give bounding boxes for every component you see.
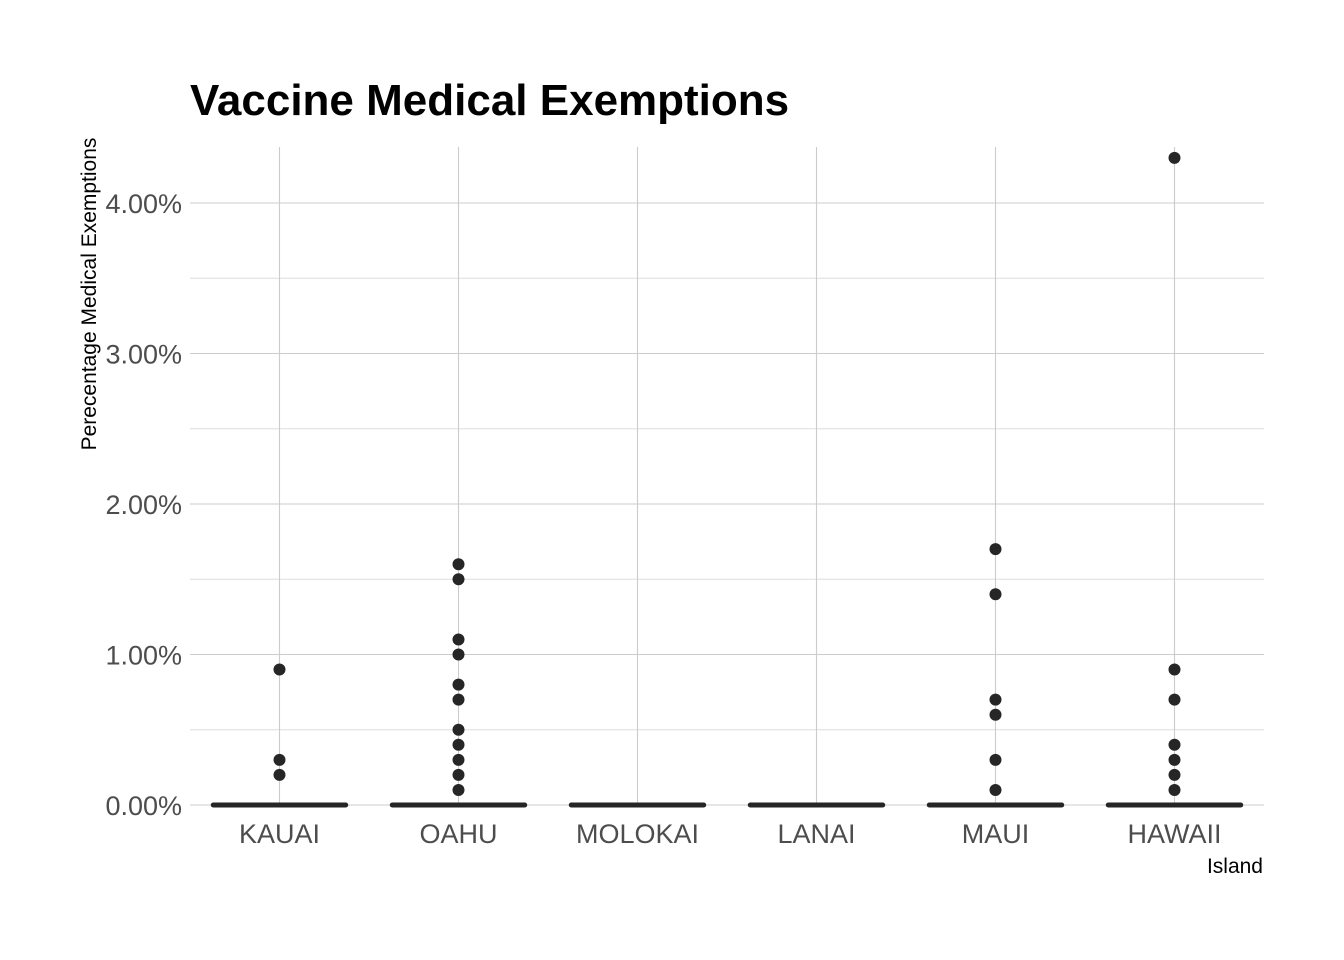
y-tick-label: 4.00% [105, 189, 182, 219]
data-point [452, 723, 465, 736]
data-point [452, 678, 465, 691]
data-point [452, 573, 465, 586]
data-point [273, 753, 286, 766]
data-point [1168, 783, 1181, 796]
y-tick-label: 2.00% [105, 490, 182, 520]
x-axis-title: Island [1207, 855, 1263, 878]
data-point [273, 663, 286, 676]
data-point [989, 708, 1002, 721]
data-point [989, 753, 1002, 766]
data-point [452, 648, 465, 661]
data-point [989, 783, 1002, 796]
data-point [1168, 663, 1181, 676]
x-tick-label: OAHU [419, 819, 497, 849]
data-point [452, 753, 465, 766]
data-point [1168, 768, 1181, 781]
data-point [452, 558, 465, 571]
grid [190, 147, 1264, 806]
data-point [452, 738, 465, 751]
data-point [1168, 753, 1181, 766]
data-point [452, 693, 465, 706]
y-axis-title: Perecentage Medical Exemptions [78, 138, 101, 451]
x-tick-label: HAWAII [1128, 819, 1222, 849]
data-point [989, 588, 1002, 601]
data-point [452, 633, 465, 646]
data-point [1168, 151, 1181, 164]
data-point [989, 543, 1002, 556]
x-tick-label: KAUAI [239, 819, 320, 849]
data-point [452, 768, 465, 781]
chart-title: Vaccine Medical Exemptions [190, 76, 789, 125]
data-point [1168, 693, 1181, 706]
y-tick-label: 3.00% [105, 340, 182, 370]
x-tick-label: MOLOKAI [576, 819, 699, 849]
data-point [989, 693, 1002, 706]
data-point [1168, 738, 1181, 751]
y-tick-label: 0.00% [105, 791, 182, 821]
x-axis-ticks: KAUAI OAHU MOLOKAI LANAI MAUI HAWAII [239, 819, 1222, 849]
x-tick-label: LANAI [777, 819, 855, 849]
data-point [273, 768, 286, 781]
y-tick-label: 1.00% [105, 641, 182, 671]
data-point [452, 783, 465, 796]
data-points [273, 151, 1181, 796]
y-axis-ticks: 0.00% 1.00% 2.00% 3.00% 4.00% [105, 189, 182, 821]
x-tick-label: MAUI [962, 819, 1030, 849]
